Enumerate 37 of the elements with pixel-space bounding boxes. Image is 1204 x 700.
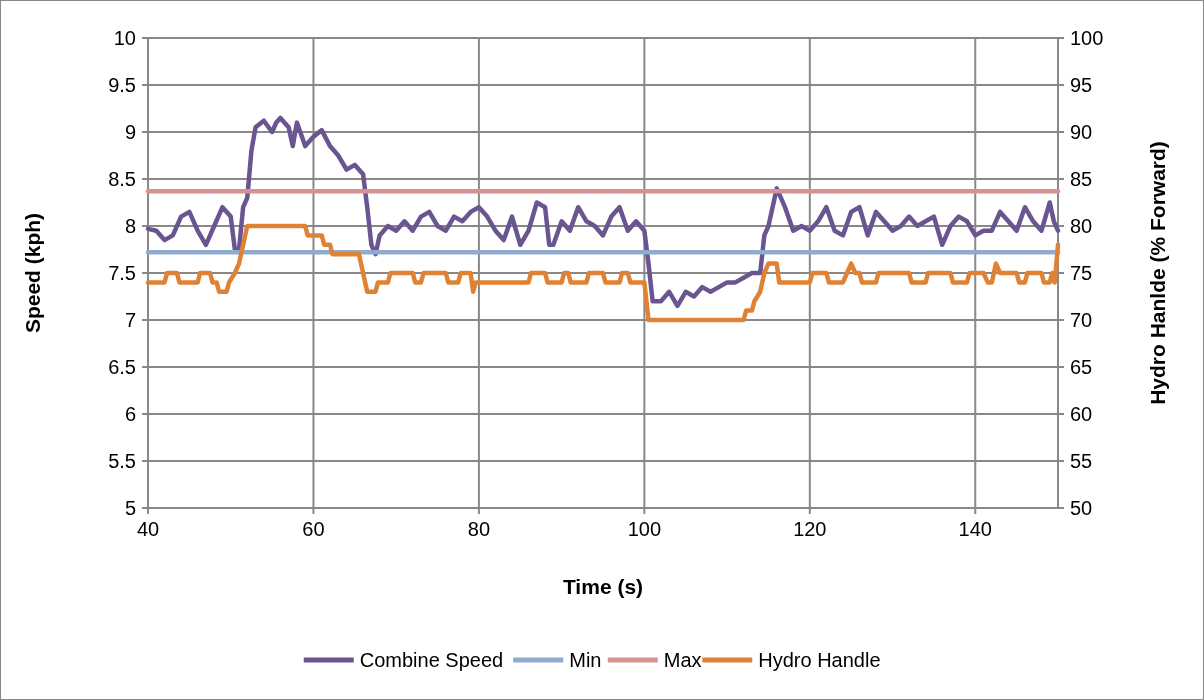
x-tick-label: 60 bbox=[302, 518, 325, 540]
y2-tick-label: 55 bbox=[1070, 450, 1093, 472]
x-tick-label: 100 bbox=[627, 518, 662, 540]
y2-axis-title: Hydro Hanlde (% Forward) bbox=[1146, 141, 1169, 405]
x-tick-label: 40 bbox=[136, 518, 160, 540]
y-tick-label: 8.5 bbox=[108, 168, 136, 190]
line-series bbox=[145, 115, 1061, 309]
y2-tick-label: 95 bbox=[1070, 74, 1093, 96]
y2-tick-label: 60 bbox=[1070, 403, 1093, 425]
y-axis-title: Speed (kph) bbox=[21, 212, 44, 334]
x-tick-label: 80 bbox=[467, 518, 491, 540]
y2-tick-label: 100 bbox=[1070, 27, 1104, 49]
y2-tick-label: 65 bbox=[1070, 356, 1093, 378]
y-tick-label: 6 bbox=[124, 403, 136, 425]
y-tick-label: 9.5 bbox=[108, 74, 136, 96]
y-tick-label: 6.5 bbox=[108, 356, 136, 378]
y-tick-label: 9 bbox=[124, 121, 136, 143]
legend-label: Hydro Handle bbox=[758, 649, 881, 671]
x-axis-title: Time (s) bbox=[562, 575, 644, 598]
x-tick-label: 140 bbox=[958, 518, 992, 540]
y2-tick-label: 85 bbox=[1070, 168, 1093, 190]
y-tick-label: 5 bbox=[124, 497, 136, 519]
y2-tick-label: 70 bbox=[1070, 309, 1093, 331]
line-series bbox=[145, 223, 1061, 323]
x-tick-label: 120 bbox=[793, 518, 827, 540]
y-tick-label: 10 bbox=[113, 27, 136, 49]
y2-tick-label: 90 bbox=[1070, 121, 1093, 143]
y-tick-label: 8 bbox=[124, 215, 136, 237]
legend-label: Max bbox=[663, 649, 702, 671]
legend-label: Min bbox=[569, 649, 602, 671]
y-tick-label: 7 bbox=[124, 309, 136, 331]
y-tick-label: 5.5 bbox=[108, 450, 136, 472]
y-tick-label: 7.5 bbox=[108, 262, 136, 284]
y2-tick-label: 50 bbox=[1070, 497, 1093, 519]
y2-tick-label: 75 bbox=[1070, 262, 1093, 284]
y2-tick-label: 80 bbox=[1070, 215, 1093, 237]
legend-label: Combine Speed bbox=[359, 649, 504, 671]
